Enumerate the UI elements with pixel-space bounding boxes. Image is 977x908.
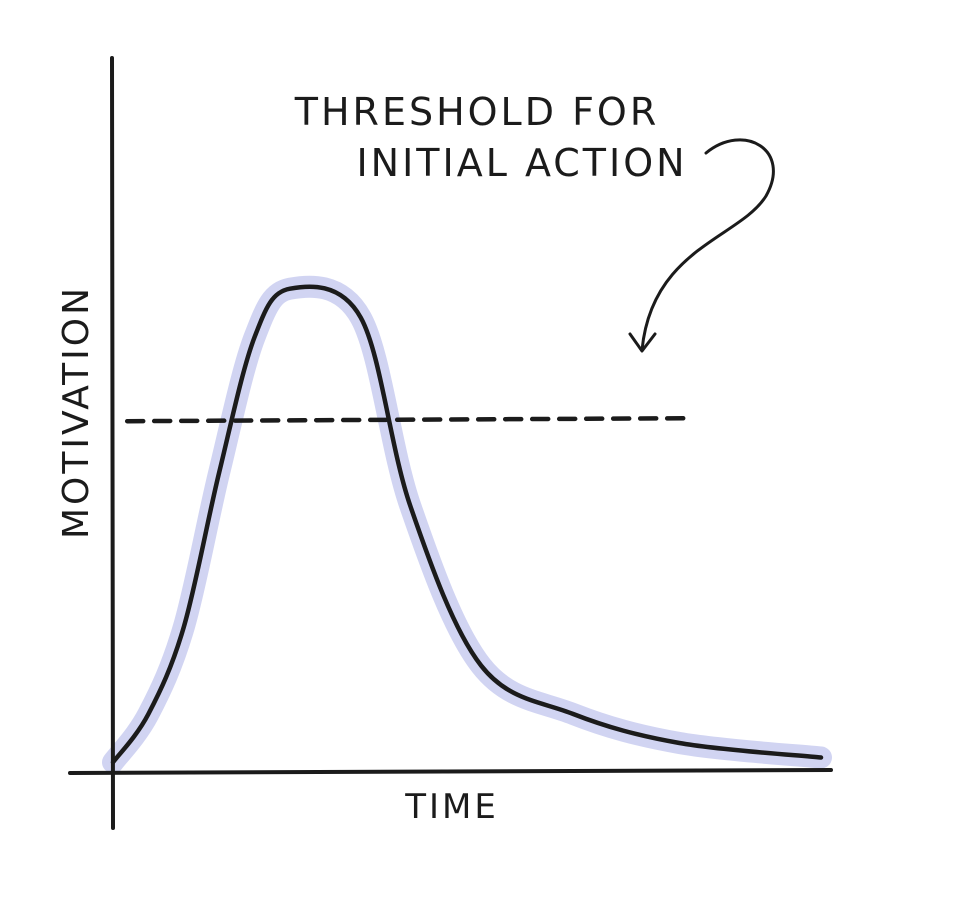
curve-layer	[102, 275, 832, 774]
motivation-curve	[110, 284, 824, 765]
curve-highlight	[102, 275, 832, 774]
threshold-layer	[124, 415, 696, 424]
threshold-arrowhead-icon	[628, 332, 657, 353]
x-axis	[68, 768, 833, 775]
threshold-label-line1: THRESHOLD FOR	[294, 90, 660, 134]
y-axis-label: MOTIVATION	[56, 285, 97, 539]
y-axis	[110, 56, 115, 830]
threshold-label-line2: INITIAL ACTION	[356, 141, 687, 185]
x-axis-label: TIME	[404, 787, 499, 827]
threshold-arrow	[640, 138, 775, 352]
threshold-line	[124, 415, 696, 424]
